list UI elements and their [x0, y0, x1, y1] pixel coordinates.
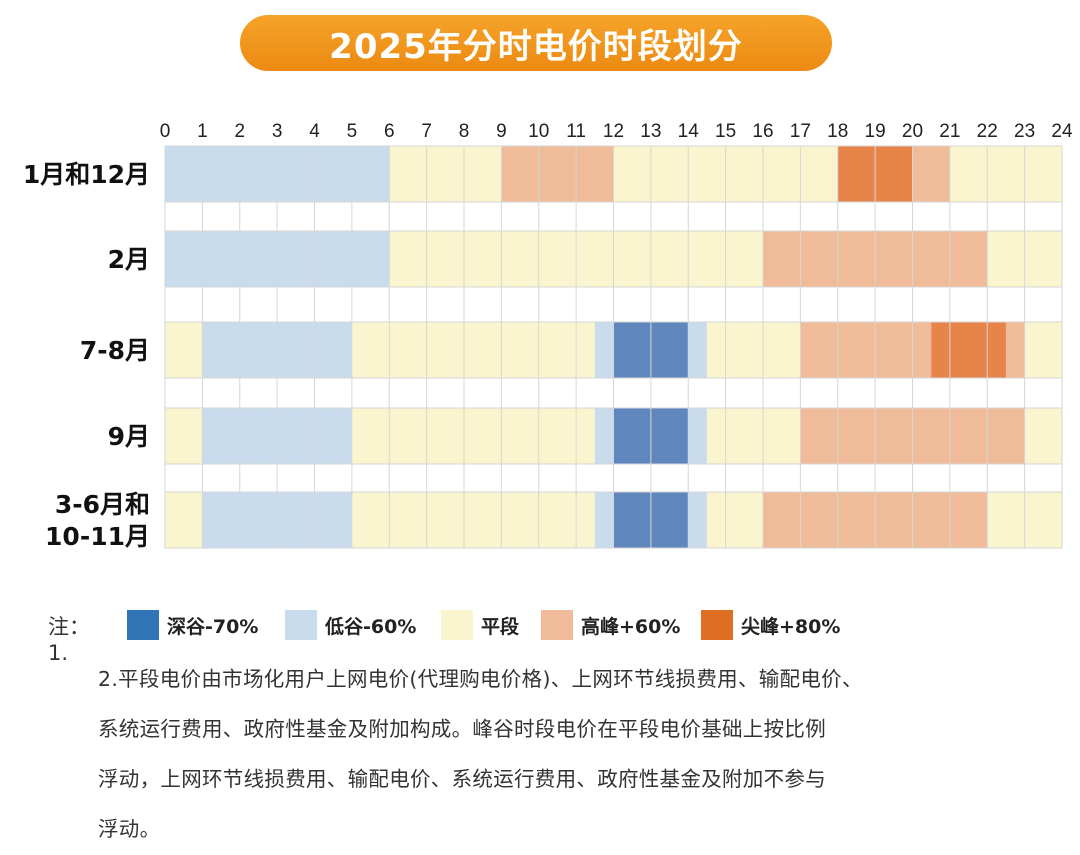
period-segment	[688, 322, 707, 378]
period-segment	[1005, 322, 1025, 378]
x-tick-label: 11	[566, 121, 586, 142]
row-label: 10-11月	[45, 522, 150, 551]
x-tick-label: 7	[421, 121, 432, 142]
period-segment	[706, 322, 801, 378]
legend-item-deep-valley: 深谷-70%	[127, 610, 258, 640]
grid-border	[164, 145, 1063, 549]
x-tick-label: 23	[1014, 121, 1035, 142]
period-segment	[931, 322, 1006, 378]
note-line: 浮动，上网环节线损费用、输配电价、系统运行费用、政府性基金及附加不参与	[98, 767, 826, 791]
row-label: 9月	[108, 422, 150, 451]
legend-swatch	[541, 610, 573, 640]
period-segment	[389, 146, 502, 202]
x-tick-label: 4	[309, 121, 320, 142]
row-label: 1月和12月	[23, 160, 150, 189]
x-tick-label: 1	[197, 121, 208, 142]
period-segment	[501, 146, 614, 202]
note-line: 浮动。	[98, 817, 161, 841]
x-tick-label: 6	[384, 121, 395, 142]
note-line: 2.平段电价由市场化用户上网电价(代理购电价格)、上网环节线损费用、输配电价、	[98, 667, 863, 691]
x-tick-label: 18	[827, 121, 848, 142]
legend-label: 尖峰+80%	[741, 615, 841, 638]
note-prefix: 注：1.	[48, 615, 90, 665]
period-segment	[912, 146, 950, 202]
legend-swatch	[441, 610, 473, 640]
legend-label: 平段	[481, 615, 520, 638]
legend-swatch	[285, 610, 317, 640]
row-label: 3-6月和	[55, 490, 150, 519]
x-tick-label: 12	[603, 121, 624, 142]
x-tick-label: 10	[528, 121, 549, 142]
x-tick-label: 22	[977, 121, 998, 142]
page-title: 2025年分时电价时段划分	[240, 15, 832, 71]
period-segment	[1024, 408, 1062, 464]
period-segment	[949, 146, 1062, 202]
legend-item-peak: 高峰+60%	[541, 610, 680, 640]
period-segment	[594, 322, 614, 378]
x-tick-label: 17	[790, 121, 811, 142]
x-tick-label: 15	[715, 121, 736, 142]
legend-label: 高峰+60%	[581, 615, 681, 638]
period-segment	[165, 408, 203, 464]
period-segment	[688, 408, 707, 464]
period-segment	[594, 408, 614, 464]
x-tick-label: 3	[272, 121, 283, 142]
period-segment	[594, 492, 614, 548]
x-tick-label: 24	[1051, 121, 1073, 142]
period-segment	[688, 492, 707, 548]
note-line: 系统运行费用、政府性基金及附加构成。峰谷时段电价在平段电价基础上按比例	[98, 717, 826, 741]
period-segment	[800, 322, 932, 378]
x-tick-label: 20	[902, 121, 923, 142]
x-tick-label: 5	[347, 121, 358, 142]
x-tick-label: 0	[160, 121, 171, 142]
legend-label: 深谷-70%	[167, 615, 259, 638]
x-tick-label: 16	[752, 121, 773, 142]
legend-item-critical-peak: 尖峰+80%	[701, 610, 840, 640]
period-segment	[706, 408, 801, 464]
legend-swatch	[127, 610, 159, 640]
row-label: 2月	[108, 245, 150, 274]
period-segment	[165, 492, 203, 548]
legend-item-flat: 平段	[441, 610, 519, 640]
x-tick-label: 8	[459, 121, 470, 142]
tou-price-chart: 0 1 2 3 4 5 6 7 8 9 10 11 12 13 14 15 16 17 18 19 20 21 22 23 24…	[23, 121, 1073, 551]
x-tick-label: 9	[496, 121, 507, 142]
period-segment	[165, 322, 203, 378]
legend-label: 低谷-60%	[325, 615, 417, 638]
x-tick-label: 19	[865, 121, 886, 142]
period-segment	[351, 408, 595, 464]
period-segment	[351, 322, 595, 378]
x-tick-label: 14	[678, 121, 700, 142]
legend-swatch	[701, 610, 733, 640]
x-tick-label: 2	[234, 121, 245, 142]
legend-item-valley: 低谷-60%	[285, 610, 416, 640]
x-tick-label: 13	[640, 121, 661, 142]
x-tick-label: 21	[939, 121, 960, 142]
period-segment	[1024, 322, 1062, 378]
row-label: 7-8月	[80, 336, 150, 365]
period-segment	[706, 492, 763, 548]
period-segment	[351, 492, 595, 548]
